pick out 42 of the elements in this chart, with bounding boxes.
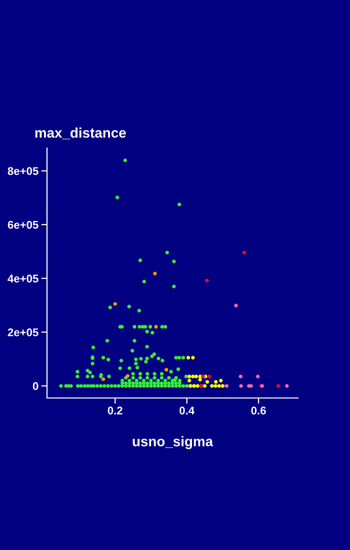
x-axis-title: usno_sigma [132,436,214,450]
point [210,384,214,388]
point [217,384,221,388]
point [153,272,157,276]
point [256,374,260,378]
point [239,384,243,388]
y-tick-label: 8e+05 [8,167,38,175]
point [285,384,289,388]
point [101,377,106,382]
y-tick-label: 0 [32,382,38,390]
point [205,380,210,384]
point [191,374,195,378]
y-axis-title: max_distance [35,128,126,140]
point [208,374,212,378]
x-tick-label: 0.4 [180,406,195,414]
point [196,384,200,388]
point [220,384,225,388]
point [201,374,205,378]
point [242,250,246,254]
y-tick-label: 4e+05 [8,274,38,283]
point [238,374,242,378]
point [198,378,202,382]
x-tick-label: 0.6 [251,406,266,414]
point [214,384,218,388]
point [234,304,238,308]
point [164,368,168,372]
point [186,356,190,360]
point [188,374,192,378]
point [188,378,192,382]
point [214,380,218,384]
point [276,384,280,388]
x-tick-label: 0.2 [108,406,122,414]
y-tick-label: 2e+05 [8,328,38,336]
point [154,324,158,329]
point [202,384,207,388]
point [113,302,117,306]
point [194,374,198,378]
point [224,384,228,388]
point [205,278,209,282]
y-tick-label: 6e+05 [8,220,38,229]
point [219,378,223,382]
point [191,356,195,360]
